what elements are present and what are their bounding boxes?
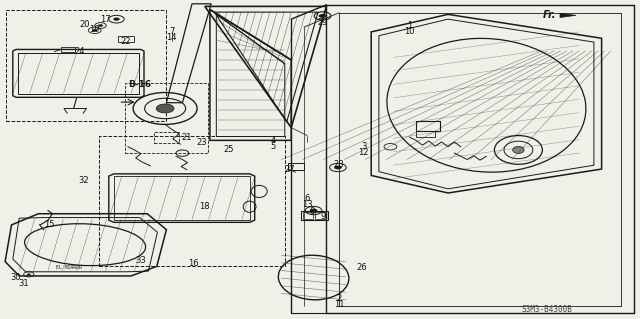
Bar [154,132,179,143]
Text: 32: 32 [78,176,88,185]
Text: 15: 15 [44,220,54,229]
Text: 25: 25 [224,145,234,154]
Bar [303,212,313,219]
Circle shape [27,273,31,275]
Text: 14: 14 [166,33,177,42]
Text: 7: 7 [169,27,174,36]
Circle shape [156,104,174,113]
Text: 23: 23 [196,138,207,147]
Circle shape [113,18,120,21]
Text: 19: 19 [90,26,100,34]
Ellipse shape [513,146,524,153]
Text: 22: 22 [120,37,131,46]
Text: 20: 20 [79,20,90,29]
Circle shape [334,166,342,169]
Text: 33: 33 [136,256,146,265]
Text: 5: 5 [271,142,276,151]
Bar [315,212,325,219]
Circle shape [98,24,103,27]
Circle shape [310,209,317,212]
Text: 16: 16 [188,259,198,268]
Text: EL MIRROR: EL MIRROR [56,265,82,270]
Text: 13: 13 [302,200,312,209]
Bar [118,36,134,42]
Text: 26: 26 [356,263,367,272]
Text: 11: 11 [334,300,344,308]
Bar [301,211,328,220]
Text: B-16: B-16 [128,80,151,89]
Text: S3M3-B4300B: S3M3-B4300B [522,305,573,314]
Text: 21: 21 [182,133,192,142]
Text: 8: 8 [309,207,314,216]
Text: 10: 10 [404,27,415,36]
Text: 24: 24 [74,47,84,56]
Text: 28: 28 [334,160,344,169]
Text: 30: 30 [11,273,21,282]
Text: 18: 18 [200,202,210,211]
Circle shape [92,29,97,32]
Text: 29: 29 [317,18,328,27]
Bar [416,131,435,137]
Text: 4: 4 [271,136,276,145]
Circle shape [319,14,326,18]
Text: 12: 12 [358,148,369,157]
Bar [6,10,166,121]
Text: Fr.: Fr. [543,10,557,20]
Bar [61,47,75,52]
Text: 6: 6 [305,194,310,203]
Bar [125,83,208,153]
Text: 3: 3 [361,142,366,151]
Text: 9: 9 [321,212,326,221]
Bar [416,121,440,131]
Bar [288,163,304,170]
Text: 17: 17 [100,15,111,24]
Polygon shape [560,13,576,18]
Text: 27: 27 [284,165,294,174]
Text: 31: 31 [19,279,29,288]
Text: 1: 1 [407,21,412,30]
Bar [99,136,285,266]
Text: 2: 2 [337,294,342,303]
